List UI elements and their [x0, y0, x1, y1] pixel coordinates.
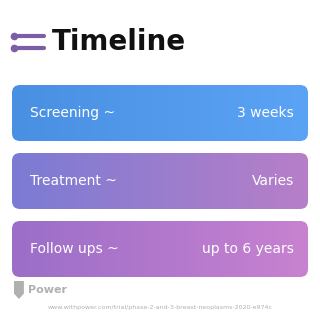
Text: Screening ~: Screening ~: [30, 106, 115, 120]
Text: up to 6 years: up to 6 years: [202, 242, 294, 256]
Text: 3 weeks: 3 weeks: [237, 106, 294, 120]
Text: Treatment ~: Treatment ~: [30, 174, 117, 188]
Text: Power: Power: [28, 285, 68, 295]
Polygon shape: [14, 281, 24, 299]
Text: Timeline: Timeline: [52, 28, 186, 56]
Text: www.withpower.com/trial/phase-2-and-3-breast-neoplasms-2020-e974c: www.withpower.com/trial/phase-2-and-3-br…: [47, 304, 273, 309]
Text: Varies: Varies: [252, 174, 294, 188]
Text: Follow ups ~: Follow ups ~: [30, 242, 119, 256]
